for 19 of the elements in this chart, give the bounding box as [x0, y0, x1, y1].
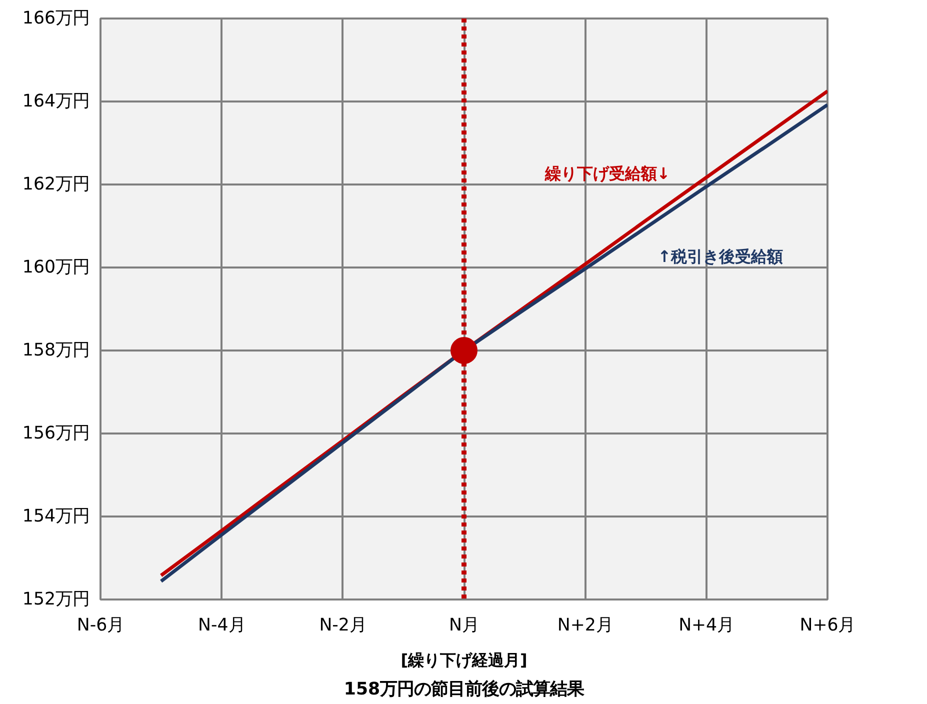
y-tick-label: 166万円 [22, 8, 90, 28]
y-tick-label: 160万円 [22, 258, 90, 278]
annotation: 繰り下げ受給額↓ [544, 164, 670, 183]
y-tick-label: 152万円 [22, 590, 90, 610]
y-tick-label: 156万円 [22, 424, 90, 444]
x-tick-label: N-2月 [319, 616, 366, 636]
text: 158万円の節目前後の試算結果 [344, 680, 586, 700]
x-tick-label: N+2月 [557, 616, 613, 636]
x-tick-label: N-6月 [76, 616, 124, 636]
x-tick-label: N+6月 [800, 616, 856, 636]
y-tick-label: 158万円 [22, 340, 90, 360]
y-tick-label: 154万円 [22, 506, 90, 526]
x-tick-label: N-4月 [198, 616, 246, 636]
y-tick-label: 164万円 [22, 92, 90, 112]
y-tick-label: 162万円 [22, 174, 90, 194]
x-axis-title: [繰り下げ経過月] [400, 650, 528, 670]
annotation: ↑税引き後受給額 [658, 247, 784, 266]
x-tick-label: N+4月 [678, 616, 734, 636]
x-tick-label: N月 [449, 616, 479, 636]
